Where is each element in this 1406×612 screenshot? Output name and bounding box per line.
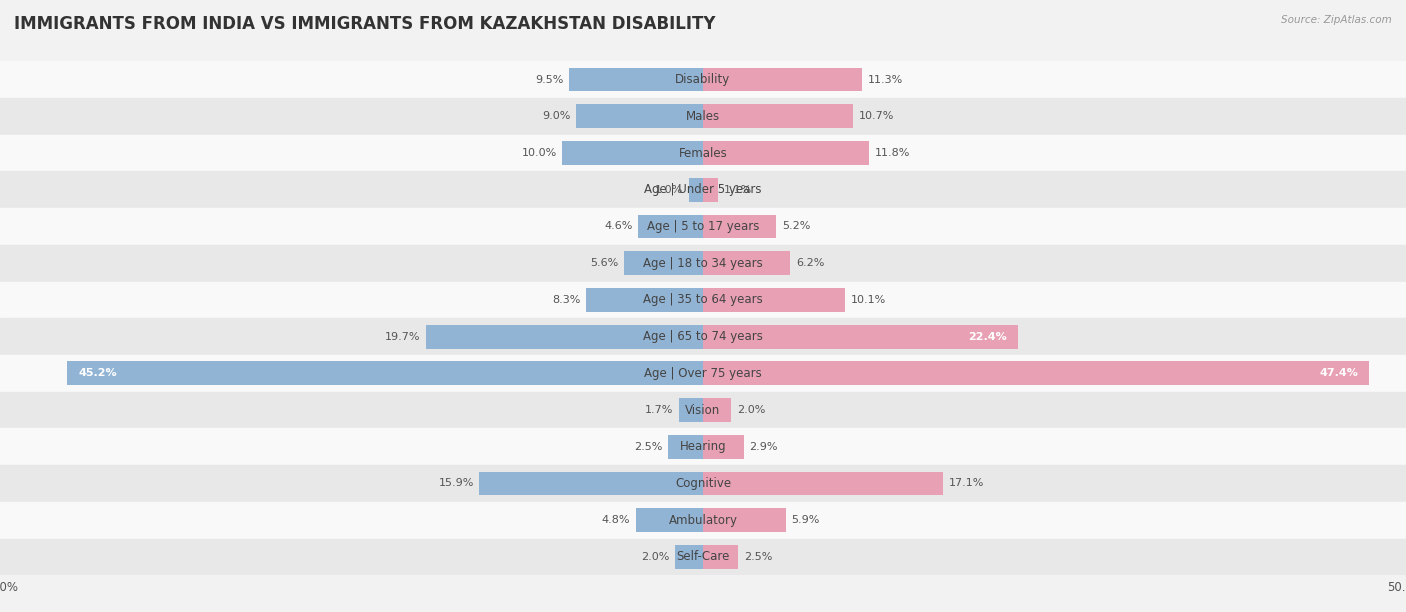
Bar [569, 67, 703, 91]
Text: 11.3%: 11.3% [868, 75, 903, 84]
Text: IMMIGRANTS FROM INDIA VS IMMIGRANTS FROM KAZAKHSTAN DISABILITY: IMMIGRANTS FROM INDIA VS IMMIGRANTS FROM… [14, 15, 716, 33]
Text: Age | 65 to 74 years: Age | 65 to 74 years [643, 330, 763, 343]
Bar [0, 355, 1406, 392]
Text: 4.8%: 4.8% [602, 515, 630, 525]
Text: 6.2%: 6.2% [796, 258, 824, 268]
Text: 1.0%: 1.0% [655, 185, 683, 195]
Bar [0, 539, 1406, 575]
Text: 2.0%: 2.0% [737, 405, 765, 415]
Text: 1.7%: 1.7% [645, 405, 673, 415]
Text: 2.0%: 2.0% [641, 552, 669, 562]
Bar [636, 508, 703, 532]
Text: 17.1%: 17.1% [949, 479, 984, 488]
Bar [703, 105, 853, 129]
Text: 2.9%: 2.9% [749, 442, 778, 452]
Bar [0, 98, 1406, 135]
Bar [426, 325, 703, 349]
Text: Disability: Disability [675, 73, 731, 86]
Text: Age | Under 5 years: Age | Under 5 years [644, 183, 762, 196]
Bar [703, 471, 943, 496]
Text: 5.9%: 5.9% [792, 515, 820, 525]
Text: 4.6%: 4.6% [605, 222, 633, 231]
Text: Vision: Vision [685, 403, 721, 417]
Text: Age | 35 to 64 years: Age | 35 to 64 years [643, 293, 763, 307]
Bar [479, 471, 703, 496]
Bar [0, 208, 1406, 245]
Bar [0, 392, 1406, 428]
Bar [703, 435, 744, 459]
Bar [668, 435, 703, 459]
Bar [638, 215, 703, 239]
Bar [0, 428, 1406, 465]
Text: 10.7%: 10.7% [859, 111, 894, 121]
Text: 9.0%: 9.0% [543, 111, 571, 121]
Bar [703, 361, 1369, 386]
Bar [703, 508, 786, 532]
Text: 5.6%: 5.6% [591, 258, 619, 268]
Bar [0, 465, 1406, 502]
Bar [0, 318, 1406, 355]
Text: 5.2%: 5.2% [782, 222, 810, 231]
Bar [703, 178, 718, 202]
Bar [0, 135, 1406, 171]
Bar [0, 502, 1406, 539]
Bar [0, 282, 1406, 318]
Bar [703, 252, 790, 275]
Text: Hearing: Hearing [679, 440, 727, 453]
Bar [586, 288, 703, 312]
Bar [689, 178, 703, 202]
Text: Ambulatory: Ambulatory [668, 513, 738, 527]
Text: 47.4%: 47.4% [1319, 368, 1358, 378]
Text: 1.1%: 1.1% [724, 185, 752, 195]
Text: 19.7%: 19.7% [385, 332, 420, 341]
Text: 10.0%: 10.0% [522, 148, 557, 158]
Text: 10.1%: 10.1% [851, 295, 886, 305]
Text: 2.5%: 2.5% [634, 442, 662, 452]
Text: 8.3%: 8.3% [553, 295, 581, 305]
Bar [0, 171, 1406, 208]
Text: 11.8%: 11.8% [875, 148, 910, 158]
Text: 45.2%: 45.2% [79, 368, 117, 378]
Text: Age | 18 to 34 years: Age | 18 to 34 years [643, 256, 763, 270]
Text: Age | Over 75 years: Age | Over 75 years [644, 367, 762, 380]
Bar [624, 252, 703, 275]
Bar [67, 361, 703, 386]
Bar [562, 141, 703, 165]
Bar [679, 398, 703, 422]
Text: Males: Males [686, 110, 720, 123]
Bar [675, 545, 703, 569]
Bar [703, 325, 1018, 349]
Text: Females: Females [679, 146, 727, 160]
Bar [703, 67, 862, 91]
Text: 22.4%: 22.4% [967, 332, 1007, 341]
Bar [703, 288, 845, 312]
Bar [576, 105, 703, 129]
Bar [703, 141, 869, 165]
Bar [0, 61, 1406, 98]
Bar [703, 398, 731, 422]
Bar [0, 245, 1406, 282]
Text: Age | 5 to 17 years: Age | 5 to 17 years [647, 220, 759, 233]
Text: Self-Care: Self-Care [676, 550, 730, 564]
Bar [703, 215, 776, 239]
Bar [703, 545, 738, 569]
Text: 15.9%: 15.9% [439, 479, 474, 488]
Text: 2.5%: 2.5% [744, 552, 772, 562]
Text: Source: ZipAtlas.com: Source: ZipAtlas.com [1281, 15, 1392, 25]
Text: Cognitive: Cognitive [675, 477, 731, 490]
Text: 9.5%: 9.5% [536, 75, 564, 84]
